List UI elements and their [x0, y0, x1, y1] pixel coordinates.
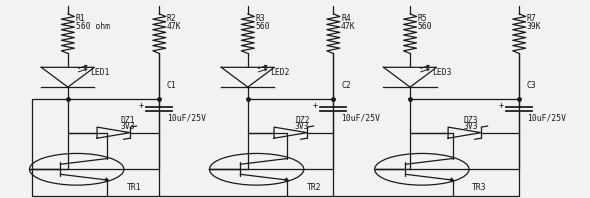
- Text: +: +: [499, 101, 503, 110]
- Text: DZ3: DZ3: [463, 116, 478, 125]
- Text: LED1: LED1: [90, 68, 110, 77]
- Text: 3V3: 3V3: [463, 122, 478, 131]
- Text: DZ2: DZ2: [295, 116, 310, 125]
- Text: 47K: 47K: [167, 22, 182, 31]
- Text: 47K: 47K: [341, 22, 356, 31]
- Text: 560: 560: [418, 22, 432, 31]
- Text: DZ1: DZ1: [121, 116, 136, 125]
- Text: 10uF/25V: 10uF/25V: [167, 113, 206, 122]
- Text: +: +: [139, 101, 143, 110]
- Text: R4: R4: [341, 14, 351, 23]
- Text: 10uF/25V: 10uF/25V: [341, 113, 380, 122]
- Text: R7: R7: [527, 14, 537, 23]
- Text: 39K: 39K: [527, 22, 542, 31]
- Text: 3V3: 3V3: [121, 122, 136, 131]
- Text: 560 ohm: 560 ohm: [76, 22, 110, 31]
- Text: TR3: TR3: [472, 183, 487, 192]
- Text: TR1: TR1: [127, 183, 142, 192]
- Text: 10uF/25V: 10uF/25V: [527, 113, 566, 122]
- Text: TR2: TR2: [307, 183, 322, 192]
- Text: R3: R3: [255, 14, 266, 23]
- Text: C1: C1: [167, 81, 177, 90]
- Text: +: +: [313, 101, 317, 110]
- Text: LED2: LED2: [270, 68, 290, 77]
- Text: R2: R2: [167, 14, 177, 23]
- Text: LED3: LED3: [432, 68, 452, 77]
- Text: C2: C2: [341, 81, 351, 90]
- Text: R1: R1: [76, 14, 86, 23]
- Text: 560: 560: [255, 22, 270, 31]
- Text: 3V3: 3V3: [295, 122, 310, 131]
- Text: C3: C3: [527, 81, 537, 90]
- Text: R5: R5: [418, 14, 428, 23]
